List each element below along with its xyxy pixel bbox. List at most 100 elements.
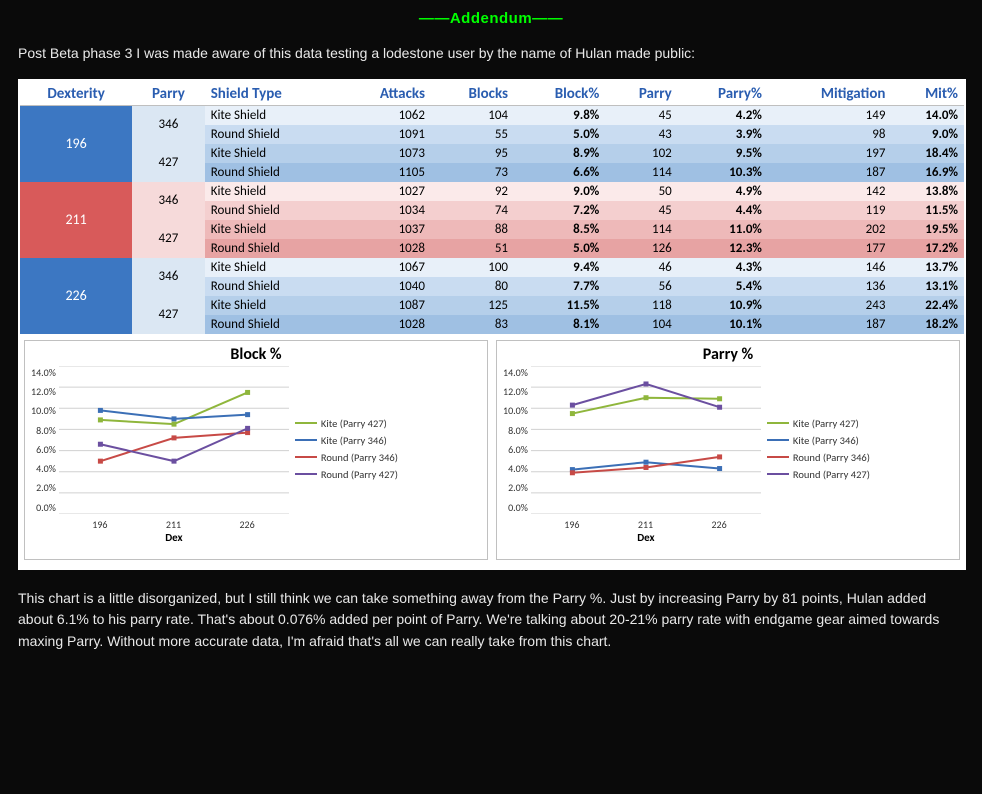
- blocks: 125: [431, 296, 514, 315]
- legend-swatch: [767, 422, 789, 425]
- parry-pct: 3.9%: [678, 125, 768, 144]
- blocks: 88: [431, 220, 514, 239]
- mitigation: 197: [768, 144, 892, 163]
- chart-parry-pct: Parry % 14.0%12.0%10.0%8.0%6.0%4.0%2.0%0…: [496, 340, 960, 560]
- charts-row: Block % 14.0%12.0%10.0%8.0%6.0%4.0%2.0%0…: [20, 340, 964, 560]
- y-axis-labels: 14.0%12.0%10.0%8.0%6.0%4.0%2.0%0.0%: [503, 366, 531, 514]
- mit-pct: 22.4%: [891, 296, 964, 315]
- parry-count: 50: [605, 182, 677, 201]
- mit-pct: 18.2%: [891, 315, 964, 334]
- mitigation: 187: [768, 163, 892, 182]
- data-point: [171, 435, 176, 440]
- legend-item: Kite (Parry 346): [295, 434, 398, 447]
- column-header: Parry: [132, 83, 204, 106]
- data-point: [171, 421, 176, 426]
- shield-type: Kite Shield: [205, 296, 339, 315]
- table-row: 226346Kite Shield10671009.4%464.3%14613.…: [20, 258, 964, 277]
- y-tick-label: 14.0%: [31, 366, 56, 379]
- addendum-heading: ——Addendum——: [18, 10, 964, 27]
- data-point: [171, 416, 176, 421]
- parry-count: 56: [605, 277, 677, 296]
- blocks: 74: [431, 201, 514, 220]
- x-axis-labels: 196211226: [531, 518, 761, 531]
- legend-label: Kite (Parry 346): [321, 434, 387, 447]
- shield-type: Round Shield: [205, 201, 339, 220]
- attacks: 1091: [339, 125, 431, 144]
- dexterity-cell: 196: [20, 105, 132, 182]
- shield-type: Round Shield: [205, 277, 339, 296]
- parry-count: 102: [605, 144, 677, 163]
- attacks: 1105: [339, 163, 431, 182]
- chart-plot: [59, 366, 289, 514]
- block-pct: 5.0%: [514, 239, 605, 258]
- y-tick-label: 2.0%: [31, 481, 56, 494]
- parry-count: 126: [605, 239, 677, 258]
- blocks: 100: [431, 258, 514, 277]
- mit-pct: 13.7%: [891, 258, 964, 277]
- chart-title: Parry %: [503, 345, 953, 364]
- legend-swatch: [295, 422, 317, 425]
- table-row: 196346Kite Shield10621049.8%454.2%14914.…: [20, 105, 964, 125]
- legend-label: Kite (Parry 346): [793, 434, 859, 447]
- blocks: 51: [431, 239, 514, 258]
- legend-label: Round (Parry 346): [321, 451, 398, 464]
- blocks: 104: [431, 105, 514, 125]
- legend-item: Kite (Parry 346): [767, 434, 870, 447]
- x-axis-title: Dex: [59, 531, 289, 544]
- y-tick-label: 4.0%: [503, 462, 528, 475]
- block-pct: 11.5%: [514, 296, 605, 315]
- table-row: 427Kite Shield108712511.5%11810.9%24322.…: [20, 296, 964, 315]
- shield-type: Round Shield: [205, 125, 339, 144]
- data-point: [717, 396, 722, 401]
- block-pct: 8.9%: [514, 144, 605, 163]
- parry-count: 114: [605, 220, 677, 239]
- parry-pct: 5.4%: [678, 277, 768, 296]
- y-tick-label: 6.0%: [503, 443, 528, 456]
- block-pct: 5.0%: [514, 125, 605, 144]
- data-point: [643, 465, 648, 470]
- attacks: 1034: [339, 201, 431, 220]
- y-tick-label: 6.0%: [31, 443, 56, 456]
- mitigation: 119: [768, 201, 892, 220]
- parry-group-cell: 346: [132, 258, 204, 296]
- legend-swatch: [767, 456, 789, 459]
- shield-type: Round Shield: [205, 163, 339, 182]
- data-point: [717, 404, 722, 409]
- parry-count: 46: [605, 258, 677, 277]
- data-point: [717, 454, 722, 459]
- attacks: 1073: [339, 144, 431, 163]
- column-header: Mit%: [891, 83, 964, 106]
- shield-type: Kite Shield: [205, 182, 339, 201]
- parry-count: 118: [605, 296, 677, 315]
- parry-pct: 12.3%: [678, 239, 768, 258]
- legend-item: Round (Parry 427): [295, 468, 398, 481]
- mit-pct: 19.5%: [891, 220, 964, 239]
- blocks: 95: [431, 144, 514, 163]
- parry-group-cell: 427: [132, 144, 204, 182]
- mit-pct: 9.0%: [891, 125, 964, 144]
- y-tick-label: 10.0%: [31, 404, 56, 417]
- mit-pct: 11.5%: [891, 201, 964, 220]
- spreadsheet-panel: DexterityParryShield TypeAttacksBlocksBl…: [18, 79, 966, 570]
- parry-pct: 10.3%: [678, 163, 768, 182]
- parry-pct: 11.0%: [678, 220, 768, 239]
- mitigation: 243: [768, 296, 892, 315]
- mitigation: 98: [768, 125, 892, 144]
- mitigation: 142: [768, 182, 892, 201]
- y-tick-label: 14.0%: [503, 366, 528, 379]
- attacks: 1037: [339, 220, 431, 239]
- mit-pct: 14.0%: [891, 105, 964, 125]
- mit-pct: 16.9%: [891, 163, 964, 182]
- block-pct: 9.4%: [514, 258, 605, 277]
- data-point: [245, 412, 250, 417]
- column-header: Parry: [605, 83, 677, 106]
- shield-type: Round Shield: [205, 315, 339, 334]
- data-point: [98, 458, 103, 463]
- table-row: 211346Kite Shield1027929.0%504.9%14213.8…: [20, 182, 964, 201]
- chart-title: Block %: [31, 345, 481, 364]
- blocks: 80: [431, 277, 514, 296]
- legend-label: Round (Parry 427): [793, 468, 870, 481]
- y-tick-label: 8.0%: [503, 424, 528, 437]
- parry-count: 45: [605, 201, 677, 220]
- attacks: 1067: [339, 258, 431, 277]
